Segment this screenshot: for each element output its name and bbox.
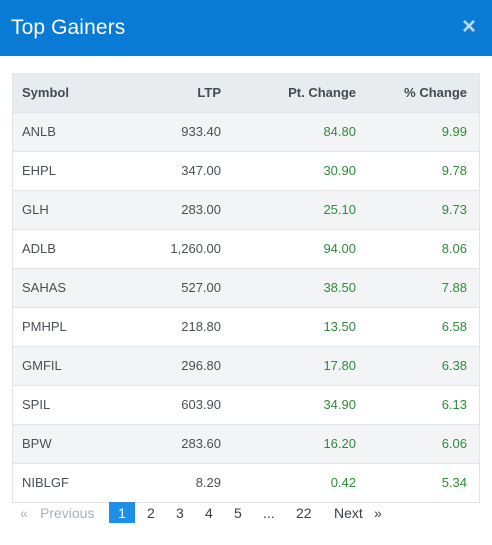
cell-pct-change: 6.13	[441, 397, 467, 412]
modal-header: Top Gainers ×	[0, 0, 492, 56]
cell-ltp: 283.60	[181, 436, 221, 451]
page-button-5[interactable]: 5	[234, 505, 242, 521]
cell-pct-change: 9.73	[441, 202, 467, 217]
cell-symbol: ANLB	[22, 124, 56, 139]
cell-symbol: PMHPL	[22, 319, 67, 334]
table-row[interactable]: ADLB 1,260.00 94.00 8.06	[13, 229, 479, 268]
cell-pct-change: 5.34	[441, 475, 467, 491]
cell-pt-change: 0.42	[330, 475, 356, 491]
column-header-symbol[interactable]: Symbol	[22, 85, 69, 101]
pagination-ellipsis: ...	[263, 505, 275, 521]
page-button-3[interactable]: 3	[176, 505, 184, 521]
page-button-4[interactable]: 4	[205, 505, 213, 521]
previous-button: Previous	[40, 505, 95, 521]
table-row[interactable]: NIBLGF 8.29 0.42 5.34	[13, 463, 479, 502]
cell-pt-change: 30.90	[323, 163, 356, 178]
column-header-pt-change[interactable]: Pt. Change	[288, 85, 356, 101]
cell-pt-change: 34.90	[323, 397, 356, 412]
cell-pct-change: 7.88	[441, 280, 467, 295]
table-row[interactable]: PMHPL 218.80 13.50 6.58	[13, 307, 479, 346]
cell-ltp: 218.80	[181, 319, 221, 334]
cell-ltp: 1,260.00	[170, 241, 221, 256]
cell-symbol: GLH	[22, 202, 49, 217]
table-row[interactable]: EHPL 347.00 30.90 9.78	[13, 151, 479, 190]
column-header-pct-change[interactable]: % Change	[404, 85, 467, 101]
cell-pt-change: 25.10	[323, 202, 356, 217]
cell-pct-change: 9.99	[441, 124, 467, 139]
modal-title: Top Gainers	[11, 16, 126, 39]
cell-ltp: 603.90	[181, 397, 221, 412]
cell-pt-change: 13.50	[323, 319, 356, 334]
cell-pct-change: 8.06	[441, 241, 467, 256]
cell-pct-change: 9.78	[441, 163, 467, 178]
table-header-row: Symbol LTP Pt. Change % Change	[13, 74, 479, 112]
pagination: « Previous 1 2 3 4 5 ... 22 Next »	[0, 502, 492, 524]
cell-symbol: ADLB	[22, 241, 56, 256]
column-header-ltp[interactable]: LTP	[197, 85, 221, 101]
table-row[interactable]: GMFIL 296.80 17.80 6.38	[13, 346, 479, 385]
cell-pt-change: 16.20	[323, 436, 356, 451]
page-button-1[interactable]: 1	[109, 502, 135, 523]
cell-pct-change: 6.38	[441, 358, 467, 373]
close-icon[interactable]: ×	[461, 13, 476, 40]
cell-pt-change: 17.80	[323, 358, 356, 373]
cell-pt-change: 84.80	[323, 124, 356, 139]
cell-ltp: 8.29	[195, 475, 221, 491]
cell-symbol: EHPL	[22, 163, 56, 178]
top-gainers-table: Symbol LTP Pt. Change % Change ANLB 933.…	[12, 73, 480, 503]
cell-symbol: GMFIL	[22, 358, 62, 373]
cell-symbol: SPIL	[22, 397, 51, 412]
next-arrow-icon[interactable]: »	[374, 505, 382, 521]
table-row[interactable]: SPIL 603.90 34.90 6.13	[13, 385, 479, 424]
cell-ltp: 933.40	[181, 124, 221, 139]
page-button-2[interactable]: 2	[147, 505, 155, 521]
table-row[interactable]: ANLB 933.40 84.80 9.99	[13, 112, 479, 151]
cell-symbol: NIBLGF	[22, 475, 69, 491]
next-button[interactable]: Next	[334, 505, 363, 521]
table-row[interactable]: GLH 283.00 25.10 9.73	[13, 190, 479, 229]
prev-arrow-icon: «	[20, 505, 28, 521]
cell-ltp: 296.80	[181, 358, 221, 373]
cell-pt-change: 94.00	[323, 241, 356, 256]
cell-ltp: 347.00	[181, 163, 221, 178]
cell-ltp: 527.00	[181, 280, 221, 295]
cell-pct-change: 6.58	[441, 319, 467, 334]
cell-ltp: 283.00	[181, 202, 221, 217]
cell-symbol: BPW	[22, 436, 52, 451]
page-button-22[interactable]: 22	[296, 505, 312, 521]
cell-pct-change: 6.06	[441, 436, 467, 451]
cell-pt-change: 38.50	[323, 280, 356, 295]
table-row[interactable]: BPW 283.60 16.20 6.06	[13, 424, 479, 463]
table-row[interactable]: SAHAS 527.00 38.50 7.88	[13, 268, 479, 307]
cell-symbol: SAHAS	[22, 280, 67, 295]
